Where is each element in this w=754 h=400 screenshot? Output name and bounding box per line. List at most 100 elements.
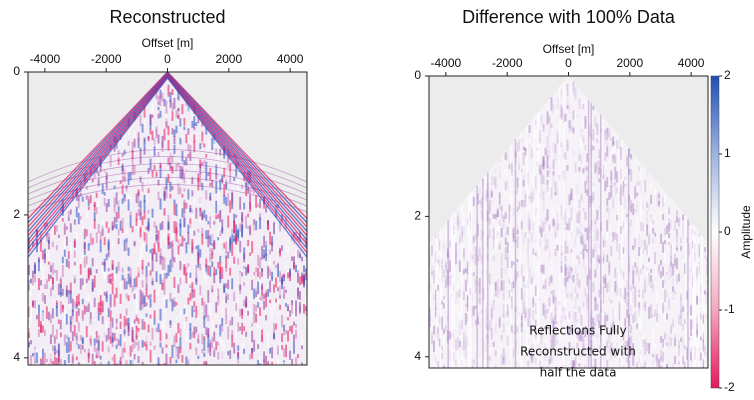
texture [565,169,567,181]
texture [251,323,253,326]
texture [82,174,84,365]
y-tick-label: 4 [414,349,421,363]
texture [497,288,499,297]
texture [301,257,303,261]
texture [44,253,46,263]
texture [263,236,265,248]
texture [247,240,249,246]
texture [197,253,199,264]
texture [82,299,84,304]
texture [156,172,158,176]
texture [32,233,34,365]
texture [42,326,44,333]
texture [567,211,569,219]
texture [74,262,76,265]
texture [604,241,606,248]
texture [78,344,80,349]
texture [94,212,96,221]
texture [580,155,582,164]
texture [674,260,676,266]
texture [507,227,509,235]
texture [449,275,451,285]
texture [201,298,203,306]
texture [112,260,114,270]
texture [660,350,662,363]
texture [503,323,505,333]
texture [569,246,571,250]
texture [576,255,578,259]
texture [183,308,185,314]
texture [211,218,213,228]
texture [531,291,533,297]
texture [150,298,152,307]
texture [34,275,36,282]
texture [68,354,70,363]
texture [38,257,40,262]
texture [138,220,140,231]
texture [205,168,207,180]
texture [265,356,267,365]
texture [638,302,640,307]
texture [610,177,612,184]
texture [116,212,118,223]
texture [463,269,465,274]
texture [130,195,132,203]
texture [227,327,229,340]
texture [171,78,173,365]
texture [152,103,154,114]
texture [201,214,203,220]
texture [191,306,193,317]
texture [209,248,211,252]
texture [114,217,116,228]
texture [164,257,166,270]
texture [70,283,72,294]
texture [225,308,227,317]
texture [50,335,52,345]
texture [668,276,670,280]
texture [116,338,118,341]
texture [638,167,640,171]
texture [225,316,227,324]
texture [134,319,136,323]
texture [108,199,110,207]
texture [120,314,122,319]
texture [503,184,505,191]
texture [283,274,285,278]
texture [66,342,68,353]
texture [670,229,672,232]
texture [606,255,608,262]
texture [457,308,459,315]
texture [209,216,211,228]
texture [171,89,173,95]
texture [164,210,166,216]
image [28,72,307,365]
texture [570,208,572,220]
texture [134,327,136,332]
texture [122,228,124,233]
texture [215,325,217,328]
texture [86,186,88,190]
texture [227,280,229,289]
texture [179,219,181,228]
x-tick-label: -4000 [30,52,61,66]
texture [166,178,168,190]
texture [142,216,144,225]
texture [152,262,154,272]
texture [567,293,569,298]
texture [171,231,173,240]
texture [70,223,72,232]
texture [580,194,582,200]
texture [517,271,519,277]
texture [148,296,150,300]
texture [46,279,48,289]
texture [80,278,82,289]
texture [459,324,461,336]
texture [295,357,297,365]
texture [201,131,203,135]
texture [36,352,38,363]
texture [158,107,160,110]
texture [523,200,525,208]
texture [674,328,676,338]
texture [243,349,245,354]
texture [150,124,152,129]
